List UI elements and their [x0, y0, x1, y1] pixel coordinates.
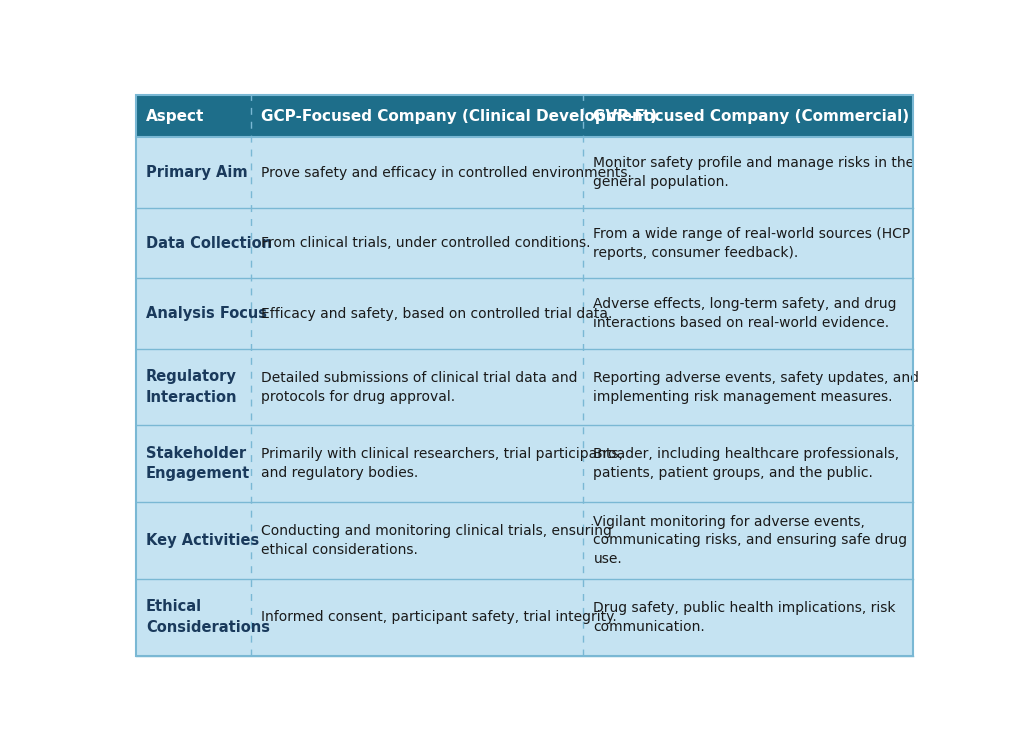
Text: Analysis Focus: Analysis Focus [146, 306, 267, 321]
Text: Key Activities: Key Activities [146, 533, 259, 548]
Bar [583, 95, 913, 137]
Bar [583, 502, 913, 579]
Text: Prove safety and efficacy in controlled environments.: Prove safety and efficacy in controlled … [261, 166, 632, 180]
Text: GCP-Focused Company (Clinical Development): GCP-Focused Company (Clinical Developmen… [261, 108, 657, 123]
Bar [136, 579, 251, 655]
Text: Reporting adverse events, safety updates, and
implementing risk management measu: Reporting adverse events, safety updates… [593, 371, 920, 403]
Text: Primary Aim: Primary Aim [146, 165, 248, 181]
Text: Data Collection: Data Collection [146, 236, 272, 250]
Text: Conducting and monitoring clinical trials, ensuring
ethical considerations.: Conducting and monitoring clinical trial… [261, 524, 612, 557]
Bar [136, 348, 251, 426]
Text: Drug safety, public health implications, risk
communication.: Drug safety, public health implications,… [593, 601, 896, 634]
Bar [251, 137, 583, 208]
Bar [251, 502, 583, 579]
Text: Efficacy and safety, based on controlled trial data.: Efficacy and safety, based on controlled… [261, 307, 612, 320]
Text: From clinical trials, under controlled conditions.: From clinical trials, under controlled c… [261, 236, 590, 250]
Bar [251, 426, 583, 502]
Bar [136, 208, 251, 279]
Text: Stakeholder
Engagement: Stakeholder Engagement [146, 446, 251, 481]
Text: Broader, including healthcare professionals,
patients, patient groups, and the p: Broader, including healthcare profession… [593, 447, 899, 480]
Text: Informed consent, participant safety, trial integrity.: Informed consent, participant safety, tr… [261, 610, 617, 624]
Text: Ethical
Considerations: Ethical Considerations [146, 600, 270, 635]
Bar [251, 208, 583, 279]
Text: Vigilant monitoring for adverse events,
communicating risks, and ensuring safe d: Vigilant monitoring for adverse events, … [593, 515, 907, 566]
Text: Adverse effects, long-term safety, and drug
interactions based on real-world evi: Adverse effects, long-term safety, and d… [593, 297, 897, 330]
Bar [251, 279, 583, 348]
Bar [583, 579, 913, 655]
Bar [251, 95, 583, 137]
Bar [136, 137, 251, 208]
Bar [136, 426, 251, 502]
Bar [251, 579, 583, 655]
Bar [583, 348, 913, 426]
Text: Regulatory
Interaction: Regulatory Interaction [146, 369, 237, 405]
Text: Detailed submissions of clinical trial data and
protocols for drug approval.: Detailed submissions of clinical trial d… [261, 371, 577, 403]
Text: Monitor safety profile and manage risks in the
general population.: Monitor safety profile and manage risks … [593, 156, 915, 189]
Bar [136, 279, 251, 348]
Text: From a wide range of real-world sources (HCP
reports, consumer feedback).: From a wide range of real-world sources … [593, 227, 910, 259]
Bar [583, 279, 913, 348]
Text: GVP-Focused Company (Commercial): GVP-Focused Company (Commercial) [593, 108, 909, 123]
Bar [251, 348, 583, 426]
Text: Aspect: Aspect [146, 108, 205, 123]
Bar [583, 137, 913, 208]
Bar [583, 208, 913, 279]
Bar [136, 95, 251, 137]
Bar [136, 502, 251, 579]
Bar [583, 426, 913, 502]
Text: Primarily with clinical researchers, trial participants,
and regulatory bodies.: Primarily with clinical researchers, tri… [261, 447, 623, 480]
